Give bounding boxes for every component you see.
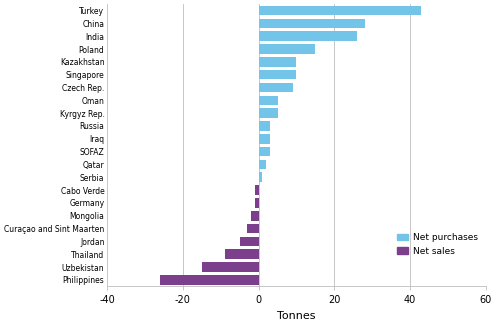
Bar bbox=[258, 108, 278, 118]
Bar bbox=[258, 19, 365, 28]
Bar bbox=[258, 134, 270, 144]
Bar bbox=[160, 275, 258, 285]
Bar bbox=[258, 147, 270, 156]
Bar bbox=[225, 249, 258, 259]
Bar bbox=[258, 44, 315, 54]
Bar bbox=[258, 83, 293, 92]
Bar bbox=[251, 211, 258, 221]
Bar bbox=[258, 6, 422, 15]
Bar bbox=[255, 185, 258, 195]
Bar bbox=[258, 160, 266, 169]
Bar bbox=[247, 224, 258, 233]
Bar bbox=[258, 173, 262, 182]
Bar bbox=[258, 121, 270, 131]
Bar bbox=[258, 70, 297, 80]
Bar bbox=[258, 32, 357, 41]
Bar bbox=[258, 57, 297, 67]
Bar bbox=[258, 96, 278, 105]
Legend: Net purchases, Net sales: Net purchases, Net sales bbox=[394, 229, 481, 259]
X-axis label: Tonnes: Tonnes bbox=[277, 311, 315, 321]
Bar bbox=[255, 198, 258, 208]
Bar bbox=[202, 262, 258, 272]
Bar bbox=[240, 237, 258, 246]
